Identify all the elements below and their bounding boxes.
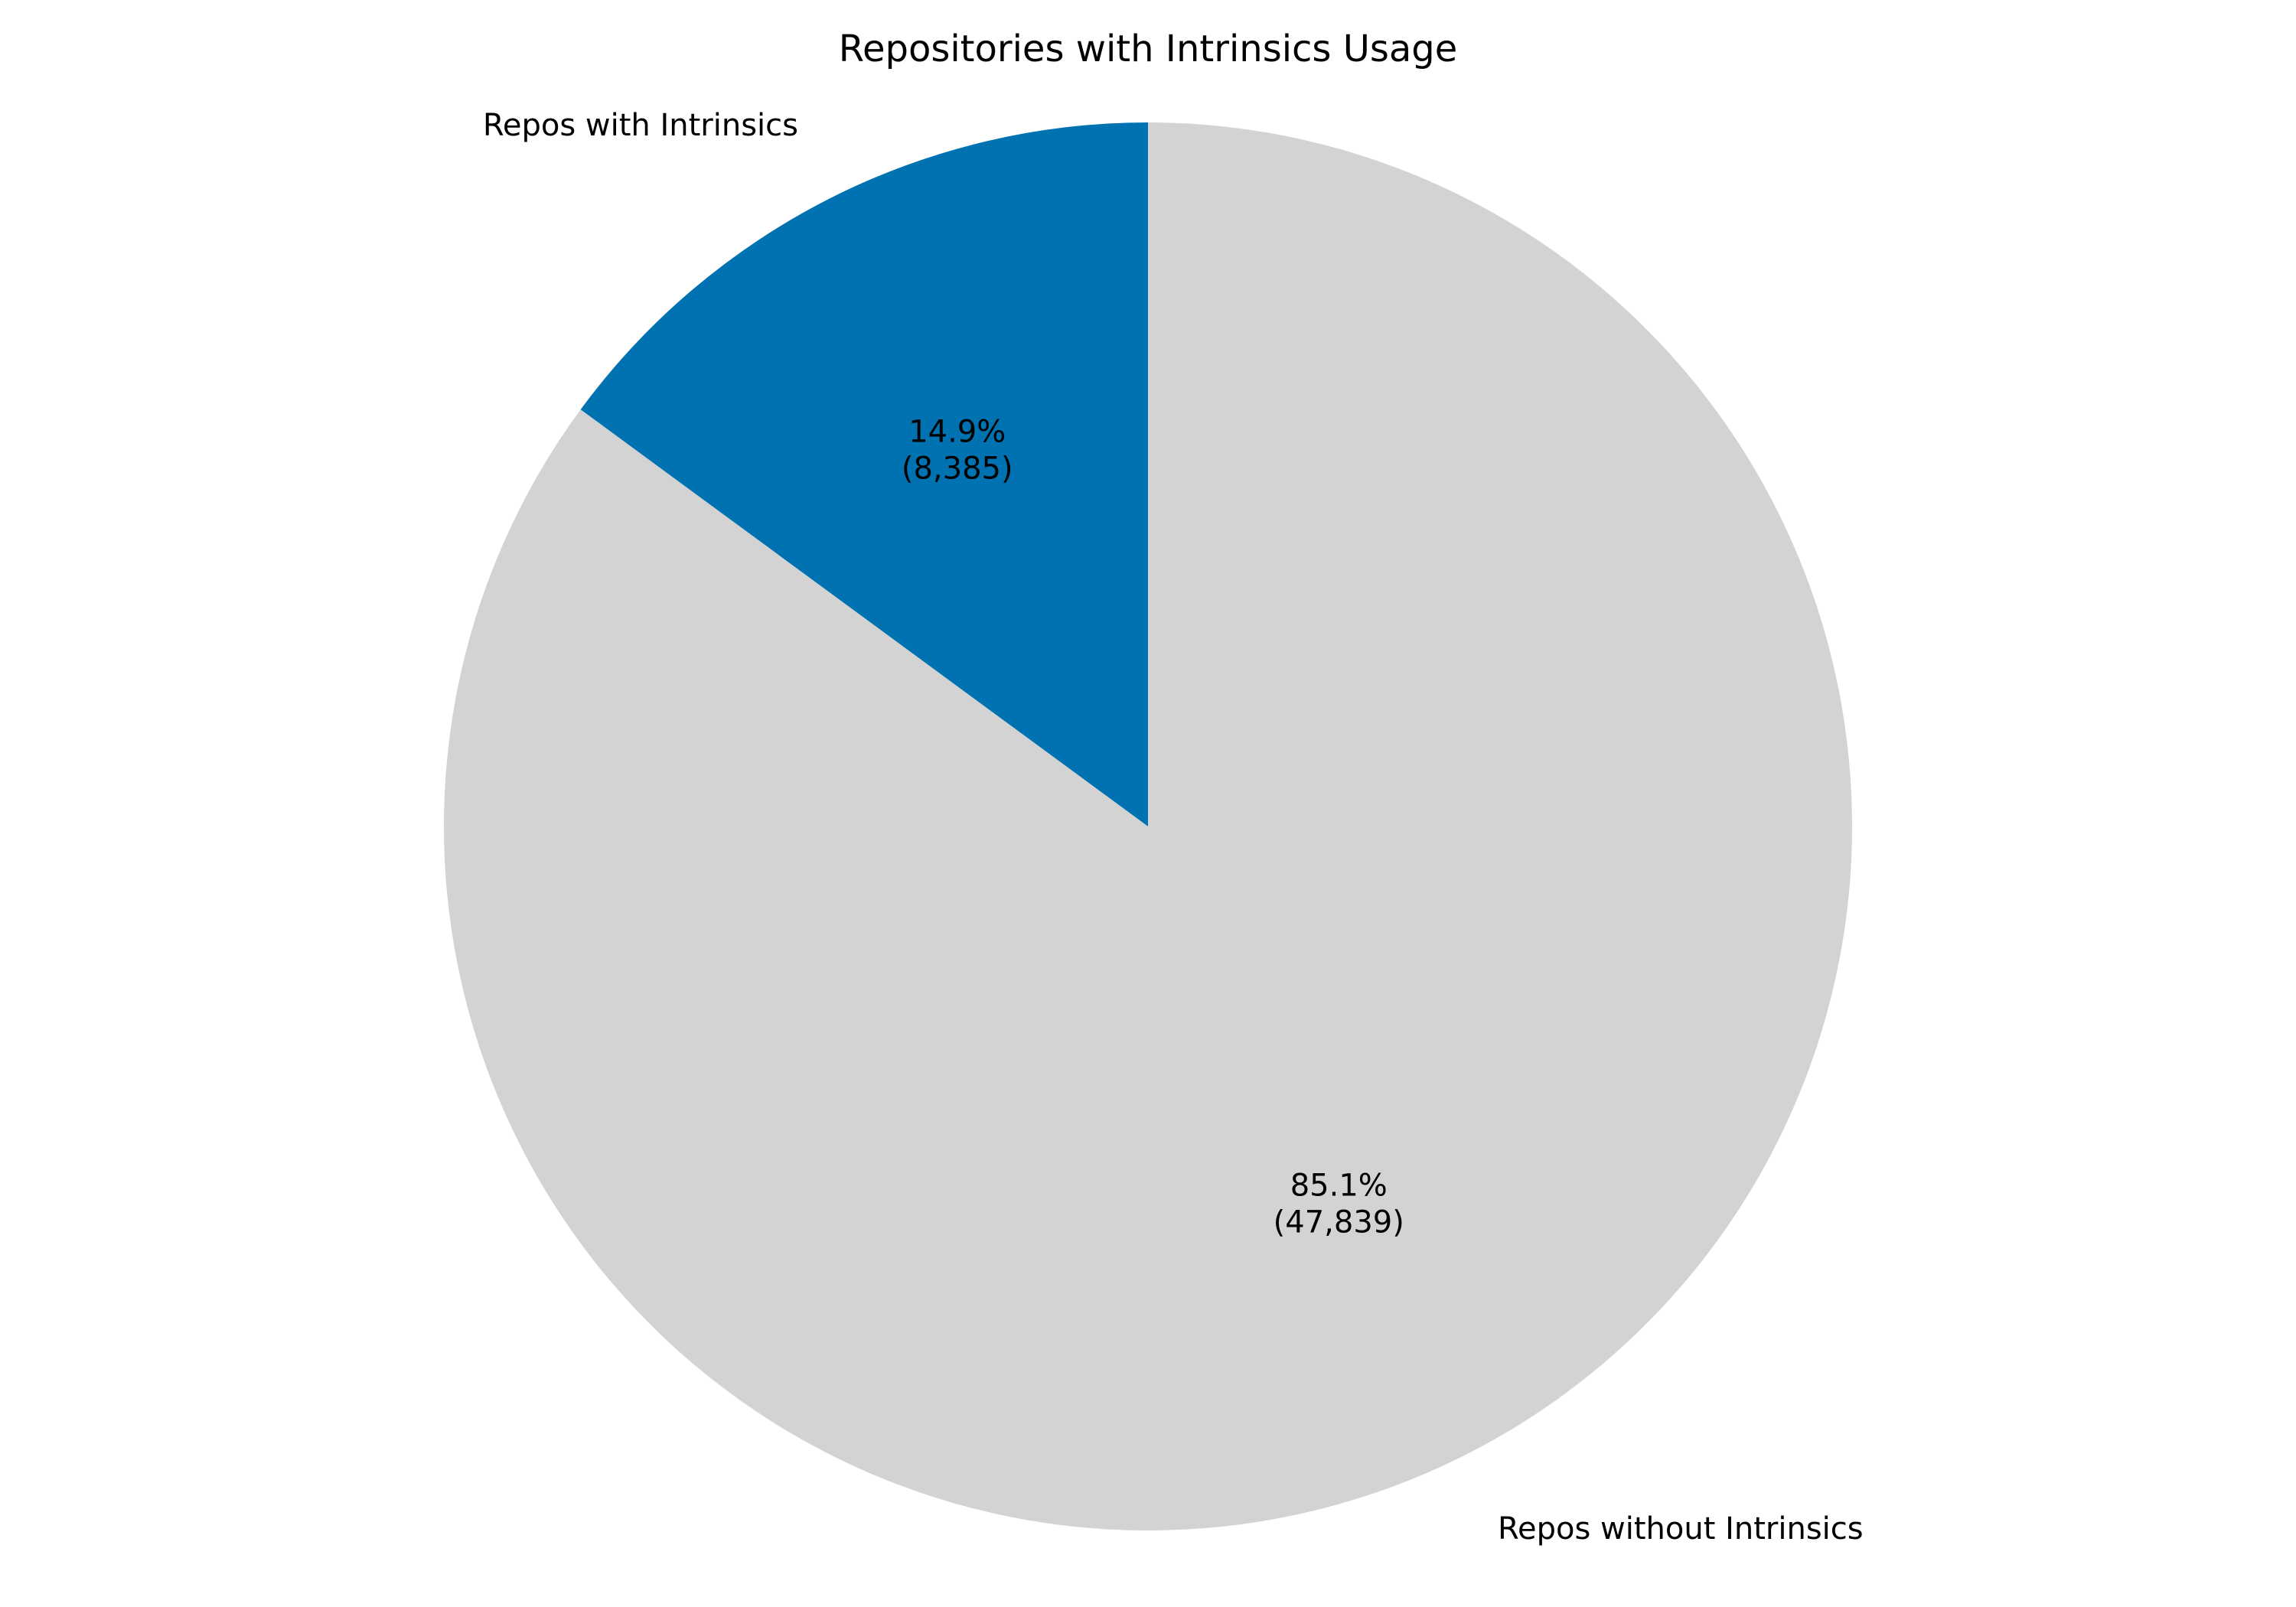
- pie-labels: 14.9% (8,385) Repos with Intrinsics 85.1% (4…: [483, 108, 1864, 1547]
- slice-percent-text: 14.9%: [908, 414, 1006, 449]
- slice-count-text: (47,839): [1274, 1205, 1404, 1240]
- slice-percent-label: 85.1% (47,839): [1274, 1169, 1404, 1240]
- slice-percent-text: 85.1%: [1290, 1169, 1388, 1204]
- pie-slice-with-intrinsics: [580, 122, 1148, 826]
- slice-category-label: Repos with Intrinsics: [483, 108, 798, 143]
- chart-title: Repositories with Intrinsics Usage: [839, 28, 1458, 70]
- slice-percent-label: 14.9% (8,385): [902, 414, 1013, 486]
- pie-slices: [444, 122, 1852, 1531]
- slice-category-label: Repos without Intrinsics: [1498, 1511, 1864, 1547]
- slice-count-text: (8,385): [902, 451, 1013, 486]
- pie-slice-without-intrinsics: [444, 122, 1852, 1531]
